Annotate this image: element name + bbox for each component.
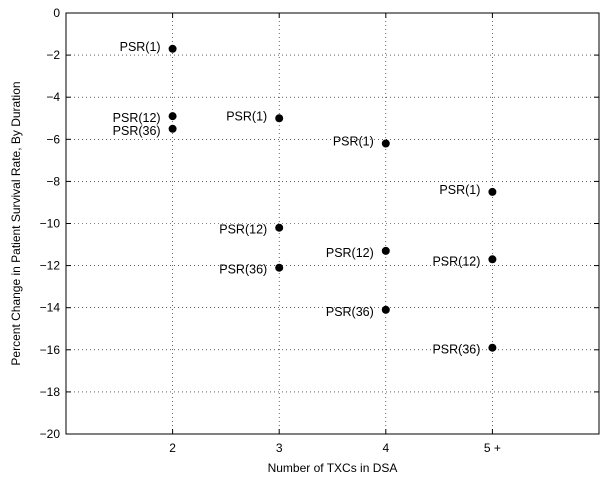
point-label: PSR(1) xyxy=(333,135,374,149)
point-label: PSR(1) xyxy=(120,40,161,54)
point-label: PSR(1) xyxy=(439,183,480,197)
y-tick-label: −14 xyxy=(40,301,61,315)
grid xyxy=(66,12,599,435)
y-tick-label: −6 xyxy=(46,132,60,146)
data-point xyxy=(168,124,177,133)
axis-ticks xyxy=(66,12,599,435)
data-point xyxy=(168,44,177,53)
point-label: PSR(36) xyxy=(432,343,480,357)
data-points xyxy=(168,44,497,352)
point-label: PSR(36) xyxy=(113,124,161,138)
y-tick-label: −20 xyxy=(40,427,61,441)
y-tick-label: −2 xyxy=(46,48,60,62)
data-point xyxy=(381,246,390,255)
x-tick-labels: 2 3 4 5 + xyxy=(169,441,501,455)
point-labels: PSR(1)PSR(12)PSR(36)PSR(1)PSR(12)PSR(36)… xyxy=(113,40,481,357)
y-tick-label: 0 xyxy=(53,6,60,20)
y-tick-label: −18 xyxy=(40,385,61,399)
plot-frame xyxy=(65,12,600,435)
data-point xyxy=(381,305,390,314)
point-label: PSR(12) xyxy=(326,246,374,260)
y-tick-label: −4 xyxy=(46,90,60,104)
point-label: PSR(36) xyxy=(326,305,374,319)
y-axis-title: Percent Change in Patient Survival Rate,… xyxy=(9,81,23,365)
x-tick-label: 5 + xyxy=(484,441,501,455)
data-point xyxy=(488,187,497,196)
data-point xyxy=(488,255,497,264)
y-tick-label: −12 xyxy=(40,259,61,273)
point-label: PSR(12) xyxy=(219,223,267,237)
y-tick-labels: 0 −2 −4 −6 −8 −10 −12 −14 −16 −18 −20 xyxy=(40,6,61,441)
y-tick-label: −8 xyxy=(46,174,60,188)
y-tick-label: −16 xyxy=(40,343,61,357)
data-point xyxy=(488,343,497,352)
x-tick-label: 4 xyxy=(382,441,389,455)
data-point xyxy=(381,139,390,148)
point-label: PSR(1) xyxy=(226,109,267,123)
data-point xyxy=(275,263,284,272)
x-tick-label: 2 xyxy=(169,441,176,455)
data-point xyxy=(275,223,284,232)
data-point xyxy=(168,112,177,121)
point-label: PSR(36) xyxy=(219,263,267,277)
point-label: PSR(12) xyxy=(113,111,161,125)
y-tick-label: −10 xyxy=(40,217,61,231)
point-label: PSR(12) xyxy=(432,254,480,268)
data-point xyxy=(275,114,284,123)
x-axis-title: Number of TXCs in DSA xyxy=(268,461,398,475)
x-tick-label: 3 xyxy=(276,441,283,455)
